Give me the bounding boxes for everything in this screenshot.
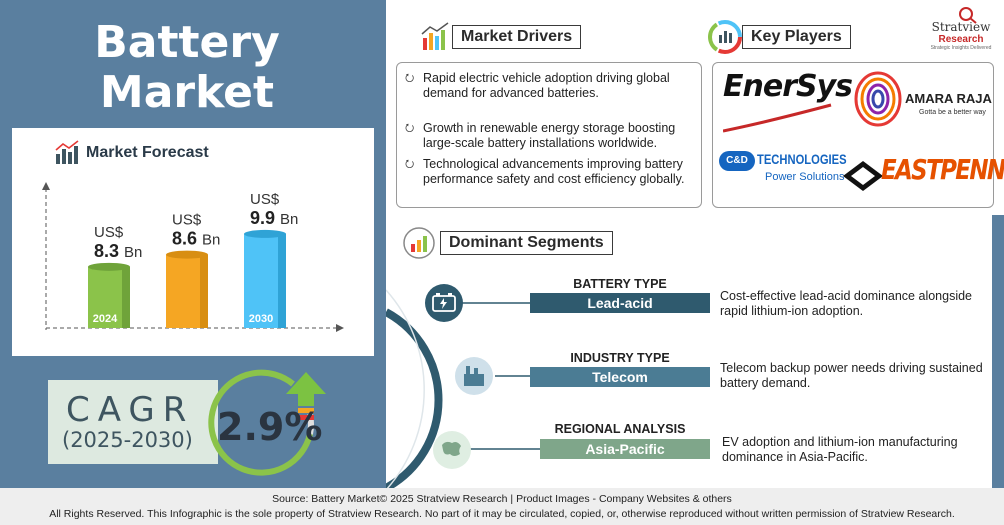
drivers-label: Market Drivers	[452, 25, 582, 49]
driver-item: ⭮ Rapid electric vehicle adoption drivin…	[405, 71, 691, 101]
driver-text: Technological advancements improving bat…	[423, 157, 685, 186]
bar-cap-3	[244, 229, 286, 238]
cagr-box	[48, 380, 218, 464]
bar-value-label-1: 8.3	[94, 241, 119, 261]
footer-rights: All Rights Reserved. This Infographic is…	[49, 508, 955, 520]
bar-value-label-2: 8.6	[172, 229, 197, 249]
bar-prefix-1: US$	[94, 224, 124, 241]
bar-prefix-2: US$	[172, 212, 202, 229]
globe-map-icon	[433, 431, 471, 469]
cd-sub: Power Solutions	[765, 171, 845, 183]
driver-text: Growth in renewable energy storage boost…	[423, 121, 676, 150]
magnifier-icon	[959, 7, 977, 24]
brand-tagline: Strategic Insights Delivered	[930, 45, 992, 51]
segment-value: Telecom	[530, 367, 710, 387]
players-heading: Key Players	[708, 20, 851, 54]
driver-item: ⭮ Technological advancements improving b…	[405, 157, 691, 187]
brand-logo: Stratview Research Strategic Insights De…	[920, 6, 1002, 51]
drivers-box: ⭮ Rapid electric vehicle adoption drivin…	[396, 62, 702, 208]
drivers-heading: Market Drivers	[420, 22, 582, 52]
cagr-ring	[208, 369, 315, 476]
bar-cap-1	[88, 262, 130, 271]
chevron-bullet-icon: ⭮	[405, 158, 415, 170]
segments-heading: Dominant Segments	[402, 226, 613, 260]
bar-side-1	[122, 266, 130, 328]
bar-side-2	[200, 254, 208, 328]
enersys-swoosh	[723, 103, 832, 133]
east-penn-name: EASTPENN	[881, 153, 1004, 186]
segment-arcs	[386, 289, 443, 490]
growth-arrow-icon	[286, 372, 326, 420]
cd-mark: C&D	[719, 151, 755, 171]
amara-raja-mark	[854, 71, 902, 127]
segment-desc: Cost-effective lead-acid dominance along…	[720, 289, 973, 318]
segment-value: Asia-Pacific	[540, 439, 710, 459]
cagr-years: (2025-2030)	[62, 428, 193, 452]
growth-bars-icon	[403, 227, 435, 259]
segment-desc: Telecom backup power needs driving susta…	[720, 361, 983, 390]
cd-technologies-logo: C&D TECHNOLOGIES Power Solutions	[719, 149, 847, 197]
players-label: Key Players	[742, 25, 851, 49]
chart-growth-icon	[421, 22, 449, 50]
amara-raja-name: AMARA RAJA	[905, 91, 992, 106]
bar-suffix-3: Bn	[280, 211, 298, 228]
title-line-1: Battery	[94, 17, 280, 68]
east-penn-logo: EASTPENN	[843, 145, 1004, 199]
right-accent-bar	[992, 215, 1004, 488]
bar-prefix-3: US$	[250, 191, 280, 208]
chevron-bullet-icon: ⭮	[405, 72, 415, 84]
pie-chart-icon	[708, 20, 742, 54]
enersys-name: EnerSys	[723, 69, 853, 104]
enersys-logo: EnerSys	[723, 69, 853, 133]
bar-cap-2	[166, 250, 208, 259]
forecast-label: Market Forecast	[86, 144, 209, 161]
x-tick-label-1: 2024	[93, 313, 118, 325]
segment-heading: INDUSTRY TYPE	[570, 351, 670, 365]
battery-icon	[425, 284, 463, 322]
chevron-bullet-icon: ⭮	[405, 122, 415, 134]
segments-label: Dominant Segments	[440, 231, 613, 255]
east-penn-mark	[843, 161, 883, 191]
title-line-2: Market	[99, 67, 275, 118]
brand-name: Stratview	[931, 20, 991, 34]
footer-source: Source: Battery Market© 2025 Stratview R…	[272, 493, 732, 505]
bar-chart-icon	[55, 140, 79, 164]
bar-suffix-1: Bn	[124, 244, 142, 261]
x-axis	[46, 324, 344, 332]
cagr-word: CAGR	[66, 390, 195, 430]
forecast-heading: Market Forecast	[54, 140, 209, 166]
x-tick-label-3: 2030	[249, 313, 273, 325]
bar-side-3	[278, 233, 286, 328]
amara-raja-tagline: Gotta be a better way	[919, 109, 986, 116]
y-axis	[42, 182, 50, 330]
segment-desc: EV adoption and lithium-ion manufacturin…	[722, 435, 958, 464]
players-box: EnerSys AMARA RAJA Gotta be a better way…	[712, 62, 1004, 208]
driver-item: ⭮ Growth in renewable energy storage boo…	[405, 121, 691, 151]
factory-icon	[455, 357, 493, 395]
footer: Source: Battery Market© 2025 Stratview R…	[0, 488, 1004, 525]
driver-text: Rapid electric vehicle adoption driving …	[423, 71, 670, 100]
segment-value: Lead-acid	[530, 293, 710, 313]
bar-suffix-2: Bn	[202, 232, 220, 249]
segment-heading: BATTERY TYPE	[573, 277, 667, 291]
brand-sub: Research	[938, 34, 984, 45]
cd-name: TECHNOLOGIES	[757, 151, 847, 167]
bar-value-label-3: 9.9	[250, 208, 275, 228]
amara-raja-logo: AMARA RAJA Gotta be a better way	[853, 71, 993, 131]
segment-heading: REGIONAL ANALYSIS	[554, 422, 686, 436]
page-title: Battery Market	[0, 18, 374, 118]
cagr-value: 2.9%	[217, 405, 323, 449]
